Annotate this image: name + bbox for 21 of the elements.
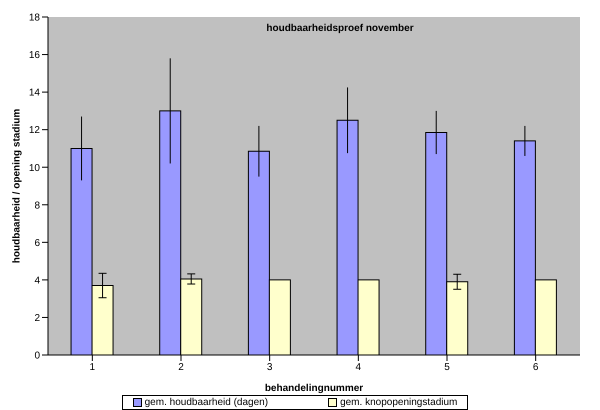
y-tick-label: 10 xyxy=(28,162,40,174)
y-tick-label: 8 xyxy=(34,200,40,212)
text: houdbaarheidsproef november xyxy=(265,23,415,34)
y-tick-label: 2 xyxy=(34,312,40,324)
y-tick-label: 6 xyxy=(34,238,40,249)
legend-label: gem. houdbaarheid (dagen) xyxy=(144,397,268,408)
x-tick-label: 3 xyxy=(266,362,273,374)
y-tick-label: 18 xyxy=(28,12,40,24)
x-tick-label: 1 xyxy=(90,362,96,374)
y-tick-label: 4 xyxy=(34,275,40,286)
y-tick-label: 0 xyxy=(34,350,40,362)
y-tick-label: 14 xyxy=(28,88,40,99)
x-tick-label: 2 xyxy=(178,362,184,374)
legend-label: gem. knopopeningstadium xyxy=(340,397,458,408)
y-tick-label: 12 xyxy=(28,125,40,136)
x-tick-label: 5 xyxy=(444,362,450,374)
x-axis-title: behandelingnummer xyxy=(264,383,364,394)
x-tick-label: 6 xyxy=(532,362,539,374)
y-tick-label: 16 xyxy=(28,50,40,62)
y-axis-title: houdbaarheid / opening stadium xyxy=(12,108,23,264)
x-tick-label: 4 xyxy=(356,362,362,374)
